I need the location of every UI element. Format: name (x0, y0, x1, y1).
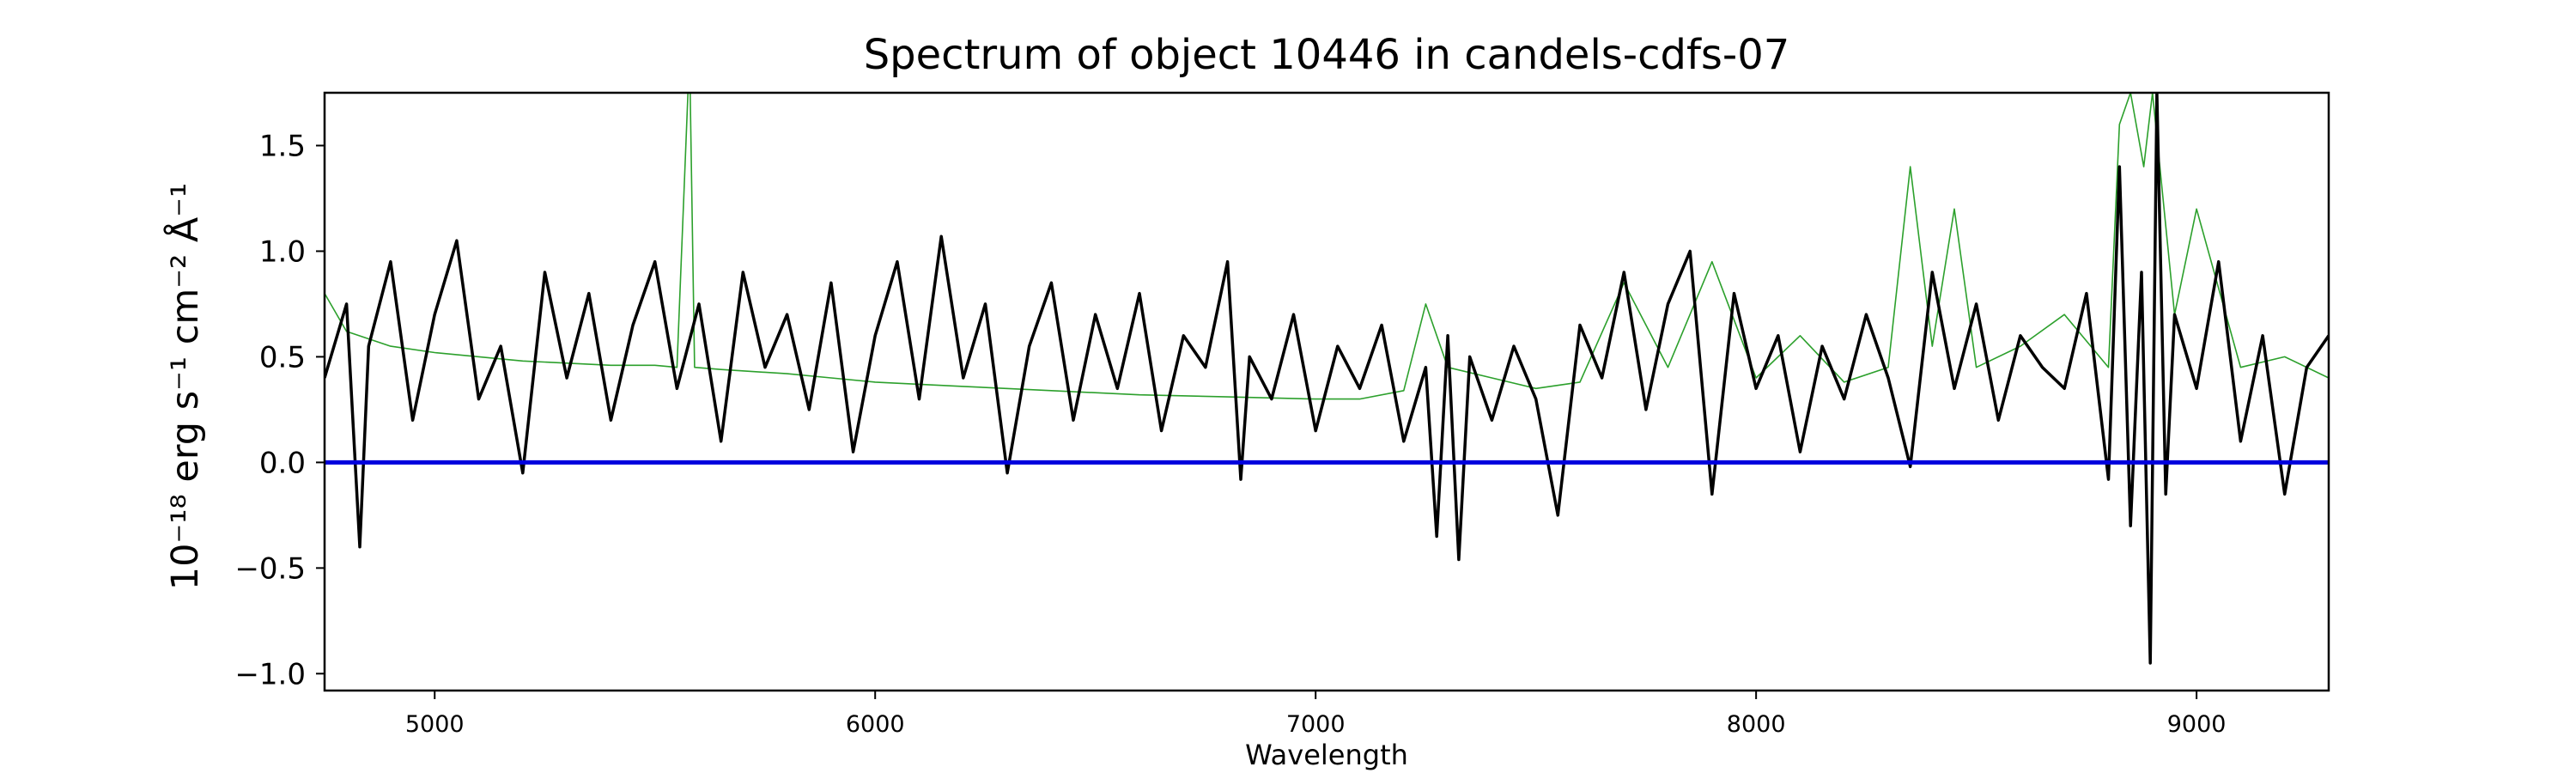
y-tick-label: −0.5 (234, 551, 306, 586)
plot-frame (323, 91, 2330, 692)
chart-title: Spectrum of object 10446 in candels-cdfs… (864, 31, 1790, 79)
flux-series-line (325, 93, 2329, 665)
x-tick-label: 9000 (2167, 711, 2227, 738)
model-series-line (325, 93, 2329, 400)
x-tick-label: 5000 (405, 711, 465, 738)
y-tick-label: 1.5 (259, 129, 306, 163)
x-tick-label: 6000 (846, 711, 905, 738)
x-tick-label: 8000 (1727, 711, 1786, 738)
y-axis-label: 10⁻¹⁸ erg s⁻¹ cm⁻² Å⁻¹ (163, 183, 207, 590)
plot-area: 5000 6000 7000 8000 9000 −1.0 −0.5 0.0 0.5 1.0 1.5 (234, 91, 2330, 738)
y-tick-label: 0.0 (259, 446, 306, 480)
y-tick-label: 1.0 (259, 234, 306, 269)
y-tick-label: −1.0 (234, 657, 306, 691)
x-tick-label: 7000 (1286, 711, 1346, 738)
y-tick-label: 0.5 (259, 340, 306, 374)
x-axis-label: Wavelength (1245, 739, 1408, 771)
